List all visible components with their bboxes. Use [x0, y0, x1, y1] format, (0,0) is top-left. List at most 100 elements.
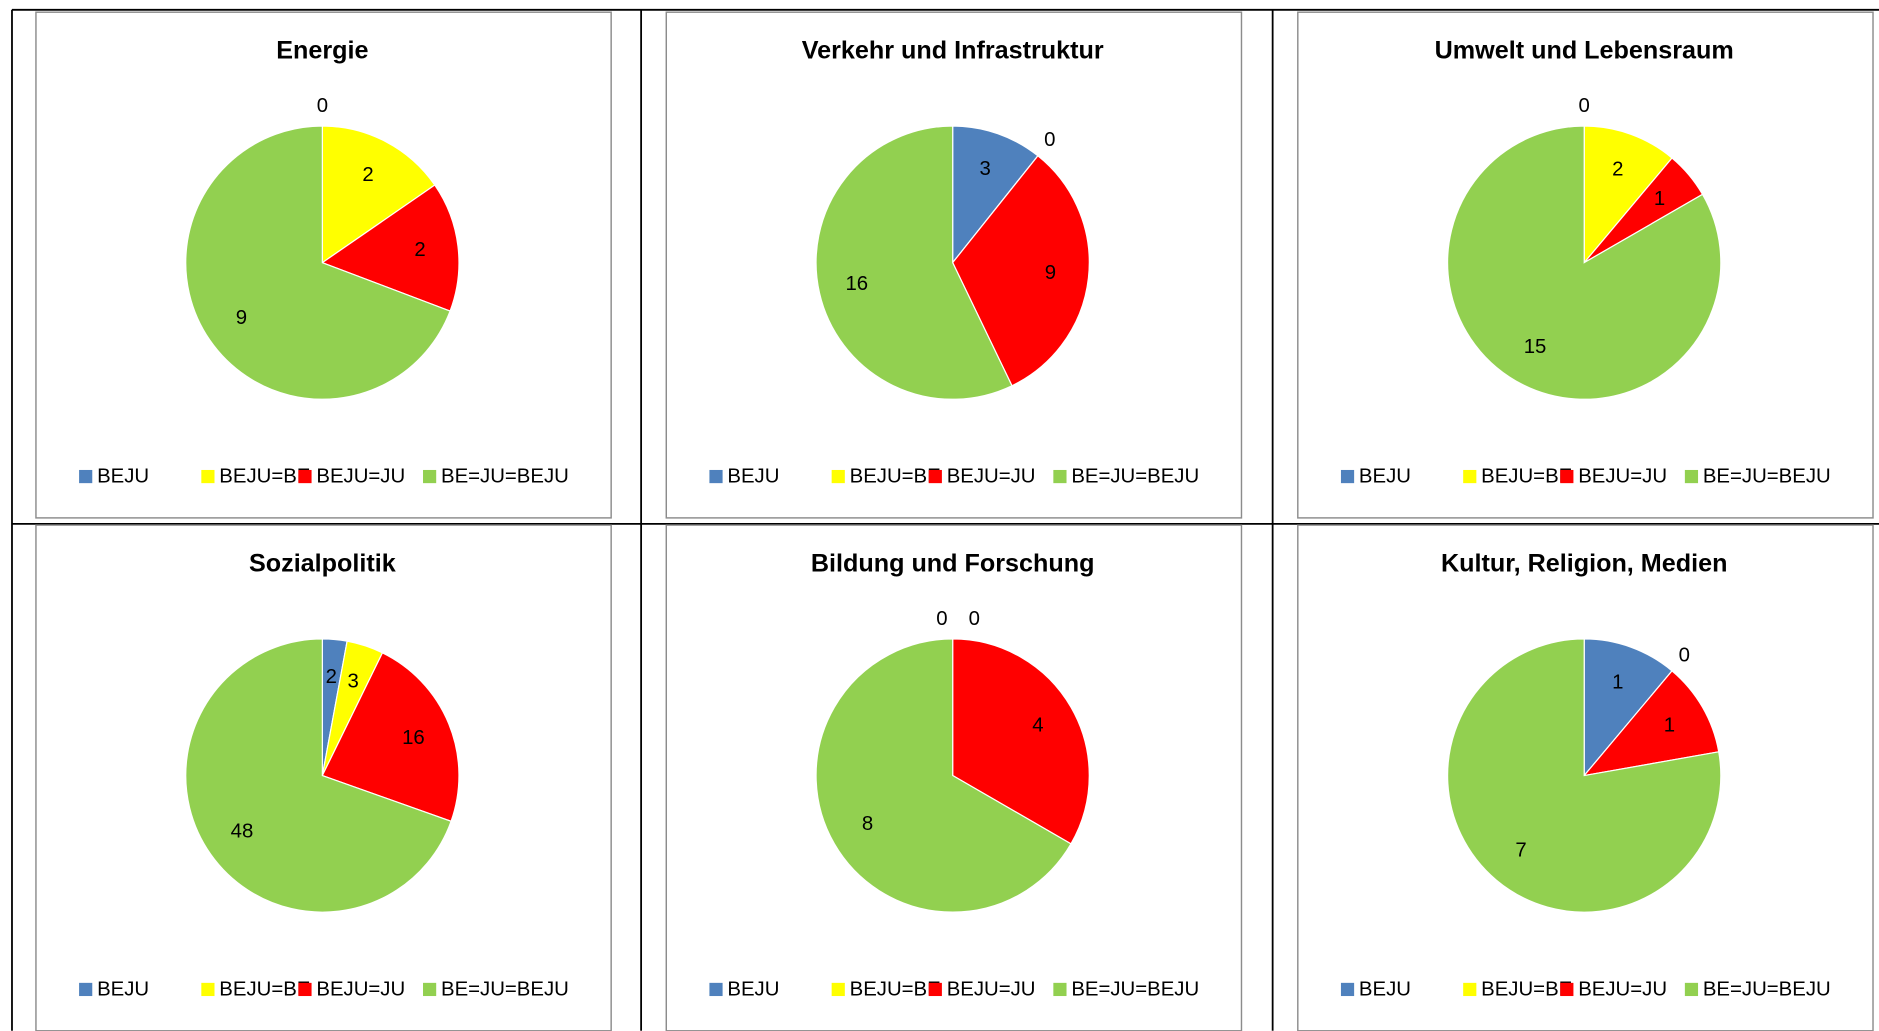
data-label: 0 — [969, 608, 980, 630]
legend-label: BE=JU=BEJU — [1071, 978, 1199, 1000]
legend-swatch — [709, 469, 723, 484]
chart-title: Energie — [276, 36, 368, 64]
data-label: 2 — [1612, 159, 1623, 181]
legend-label: BE=JU=BEJU — [1703, 466, 1831, 488]
chart-title: Verkehr und Infrastruktur — [802, 36, 1104, 64]
legend-swatch — [423, 469, 437, 484]
legend-swatch — [79, 469, 93, 484]
data-label: 0 — [1579, 95, 1590, 117]
legend-label: BEJU=BE — [1481, 466, 1572, 488]
data-label: 1 — [1664, 715, 1675, 737]
legend-label: BEJU=JU — [1578, 978, 1667, 1000]
data-label: 0 — [936, 608, 947, 630]
legend-label: BEJU=JU — [947, 978, 1036, 1000]
pie-slice — [1447, 125, 1722, 400]
legend-label: BEJU=BE — [219, 466, 310, 488]
legend-swatch — [1463, 982, 1477, 997]
legend-label: BEJU=JU — [316, 978, 405, 1000]
legend-swatch — [423, 982, 437, 997]
data-label: 1 — [1612, 671, 1623, 693]
pie-slice — [951, 155, 1090, 387]
data-label: 48 — [231, 821, 254, 843]
pie-chart: Bildung und Forschung 0 0 4 8 BEJU BEJU=BE BEJU… — [665, 524, 1243, 1031]
pie-slice — [185, 638, 452, 913]
pie-slice — [1447, 638, 1722, 913]
legend-label: BE=JU=BEJU — [441, 466, 569, 488]
legend-label: BEJU=JU — [947, 466, 1036, 488]
chart-title: Umwelt und Lebensraum — [1435, 36, 1734, 64]
pie-chart: Verkehr und Infrastruktur 3 0 9 16 BEJU BEJU=B… — [665, 11, 1243, 519]
legend-swatch — [1053, 982, 1067, 997]
legend-swatch — [709, 982, 723, 997]
pie-slice — [321, 125, 436, 264]
data-label: 16 — [402, 727, 425, 749]
legend-swatch — [1340, 469, 1355, 484]
data-label: 2 — [414, 239, 425, 261]
data-label: 0 — [317, 95, 328, 117]
legend-label: BEJU — [97, 466, 149, 488]
legend-label: BEJU=BE — [850, 978, 941, 1000]
data-label: 3 — [980, 158, 991, 180]
data-label: 1 — [1654, 188, 1665, 210]
pie-chart: Umwelt und Lebensraum 0 2 1 15 BEJU BEJU=BE BEJ… — [1297, 11, 1874, 519]
legend-swatch — [928, 982, 942, 997]
legend-swatch — [1684, 982, 1699, 997]
data-label: 15 — [1524, 336, 1547, 358]
legend-swatch — [1684, 469, 1699, 484]
pie-slice — [1583, 125, 1673, 265]
legend-swatch — [831, 469, 845, 484]
legend-swatch — [201, 469, 215, 484]
chart-title: Bildung und Forschung — [811, 549, 1095, 577]
data-label: 0 — [1044, 129, 1055, 151]
legend-label: BE=JU=BEJU — [1071, 466, 1199, 488]
data-label: 9 — [1045, 262, 1056, 284]
legend-swatch — [201, 982, 215, 997]
pie-slice — [815, 638, 1072, 913]
pie-chart: Energie 0 2 2 9 BEJU BEJU=BE BEJU=JU BE=JU=BEJU — [35, 11, 612, 519]
legend-label: BEJU=JU — [1578, 466, 1667, 488]
legend-label: BEJU — [97, 978, 149, 1000]
legend-swatch — [298, 982, 312, 997]
data-label: 0 — [1679, 645, 1690, 667]
legend-swatch — [928, 469, 942, 484]
pie-slice — [185, 125, 451, 400]
legend-swatch — [1560, 469, 1574, 484]
legend-label: BEJU=BE — [219, 978, 310, 1000]
legend-swatch — [1053, 469, 1067, 484]
data-label: 2 — [326, 666, 337, 688]
data-label: 8 — [862, 813, 873, 835]
data-label: 7 — [1515, 839, 1526, 861]
data-label: 16 — [845, 273, 868, 295]
data-label: 4 — [1032, 715, 1043, 737]
legend-label: BEJU — [727, 978, 779, 1000]
pie-slice — [321, 652, 460, 823]
data-label: 9 — [236, 307, 247, 329]
pie-chart: Kultur, Religion, Medien 1 0 1 7 BEJU BEJU=BE B… — [1297, 524, 1874, 1031]
legend-label: BEJU — [727, 466, 779, 488]
legend-label: BEJU=JU — [316, 466, 405, 488]
pie-slice — [321, 184, 460, 312]
data-label: 2 — [362, 164, 373, 186]
pie-slice — [815, 125, 1013, 400]
legend-label: BEJU=BE — [1481, 978, 1572, 1000]
chart-title: Kultur, Religion, Medien — [1441, 549, 1728, 577]
table-borders — [11, 8, 1879, 1031]
legend-swatch — [298, 469, 312, 484]
legend-swatch — [1560, 982, 1574, 997]
pie-slice — [952, 638, 1090, 845]
legend-label: BE=JU=BEJU — [1703, 978, 1831, 1000]
data-label: 3 — [348, 671, 359, 693]
pie-slice — [1582, 670, 1720, 777]
legend-swatch — [79, 982, 93, 997]
legend-swatch — [1463, 469, 1477, 484]
pie-chart: Sozialpolitik 2 3 16 48 BEJU BEJU=BE BEJU=JU BE=… — [35, 524, 612, 1031]
pie-slice — [952, 125, 1039, 265]
chart-title: Sozialpolitik — [249, 549, 397, 577]
legend-label: BEJU — [1359, 978, 1411, 1000]
legend-swatch — [831, 982, 845, 997]
legend-swatch — [1340, 982, 1355, 997]
legend-label: BE=JU=BEJU — [441, 978, 569, 1000]
legend-label: BEJU=BE — [850, 466, 941, 488]
pie-slice — [1583, 638, 1673, 778]
